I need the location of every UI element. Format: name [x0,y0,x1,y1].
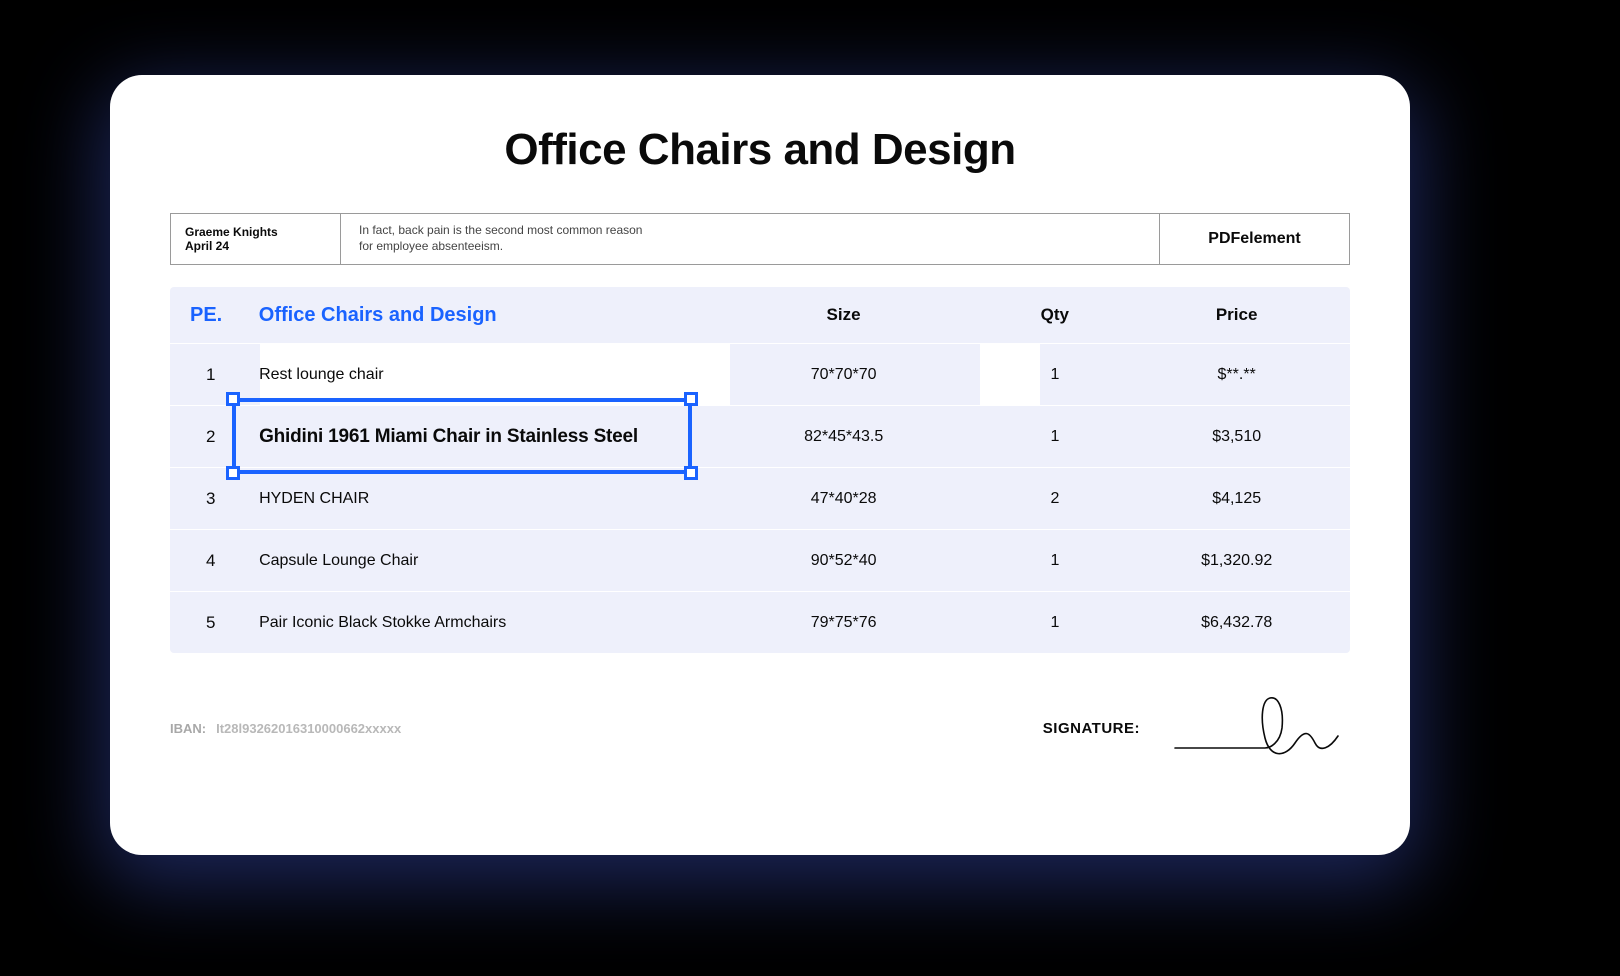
cell-price: $**.** [1143,366,1330,384]
cell-name[interactable]: Capsule Lounge Chair [259,552,721,570]
cell-index: 1 [190,365,259,385]
document-card: Office Chairs and Design Graeme Knights … [110,75,1410,855]
col-header-size: Size [721,305,967,325]
cell-name[interactable]: HYDEN CHAIR [259,490,721,508]
page-title: Office Chairs and Design [170,125,1350,175]
cell-price: $4,125 [1143,490,1330,508]
cell-price: $1,320.92 [1143,552,1330,570]
note-line-2: for employee absenteeism. [359,239,1141,255]
meta-note-cell: In fact, back pain is the second most co… [341,214,1159,264]
document-date: April 24 [185,239,326,253]
items-table: PE. Office Chairs and Design Size Qty Pr… [170,287,1350,653]
iban-value: It28l93262016310000662xxxxx [216,721,401,736]
cell-name[interactable]: Rest lounge chair [259,366,721,384]
cell-size: 47*40*28 [721,490,967,508]
table-row[interactable]: 5 Pair Iconic Black Stokke Armchairs 79*… [170,591,1350,653]
author-name: Graeme Knights [185,225,326,239]
col-header-price: Price [1143,305,1330,325]
cell-index: 4 [190,551,259,571]
signature-block: SIGNATURE: [1043,688,1350,768]
cell-qty: 2 [966,490,1143,508]
cell-qty: 1 [966,552,1143,570]
iban-label: IBAN: [170,721,206,736]
col-header-name: Office Chairs and Design [259,304,721,327]
meta-bar: Graeme Knights April 24 In fact, back pa… [170,213,1350,265]
cell-qty: 1 [966,366,1143,384]
cell-name[interactable]: Pair Iconic Black Stokke Armchairs [259,614,721,632]
note-line-1: In fact, back pain is the second most co… [359,223,1141,239]
signature-icon [1170,688,1350,768]
cell-qty: 1 [966,614,1143,632]
cell-size: 79*75*76 [721,614,967,632]
table-row[interactable]: 2 Ghidini 1961 Miami Chair in Stainless … [170,405,1350,467]
cell-index: 3 [190,489,259,509]
cell-qty: 1 [966,428,1143,446]
brand-label: PDFelement [1159,214,1349,264]
cell-price: $3,510 [1143,428,1330,446]
table-header-row: PE. Office Chairs and Design Size Qty Pr… [170,287,1350,343]
col-header-pe: PE. [190,304,259,327]
cell-index: 5 [190,613,259,633]
cell-index: 2 [190,427,259,447]
cell-price: $6,432.78 [1143,614,1330,632]
col-header-qty: Qty [966,305,1143,325]
document-footer: IBAN: It28l93262016310000662xxxxx SIGNAT… [170,693,1350,763]
table-row[interactable]: 1 Rest lounge chair 70*70*70 1 $**.** [170,343,1350,405]
table-row[interactable]: 3 HYDEN CHAIR 47*40*28 2 $4,125 [170,467,1350,529]
cell-name[interactable]: Ghidini 1961 Miami Chair in Stainless St… [259,426,721,448]
cell-size: 70*70*70 [721,366,967,384]
cell-size: 82*45*43.5 [721,428,967,446]
signature-label: SIGNATURE: [1043,720,1140,737]
table-row[interactable]: 4 Capsule Lounge Chair 90*52*40 1 $1,320… [170,529,1350,591]
meta-author-cell: Graeme Knights April 24 [171,214,341,264]
cell-size: 90*52*40 [721,552,967,570]
